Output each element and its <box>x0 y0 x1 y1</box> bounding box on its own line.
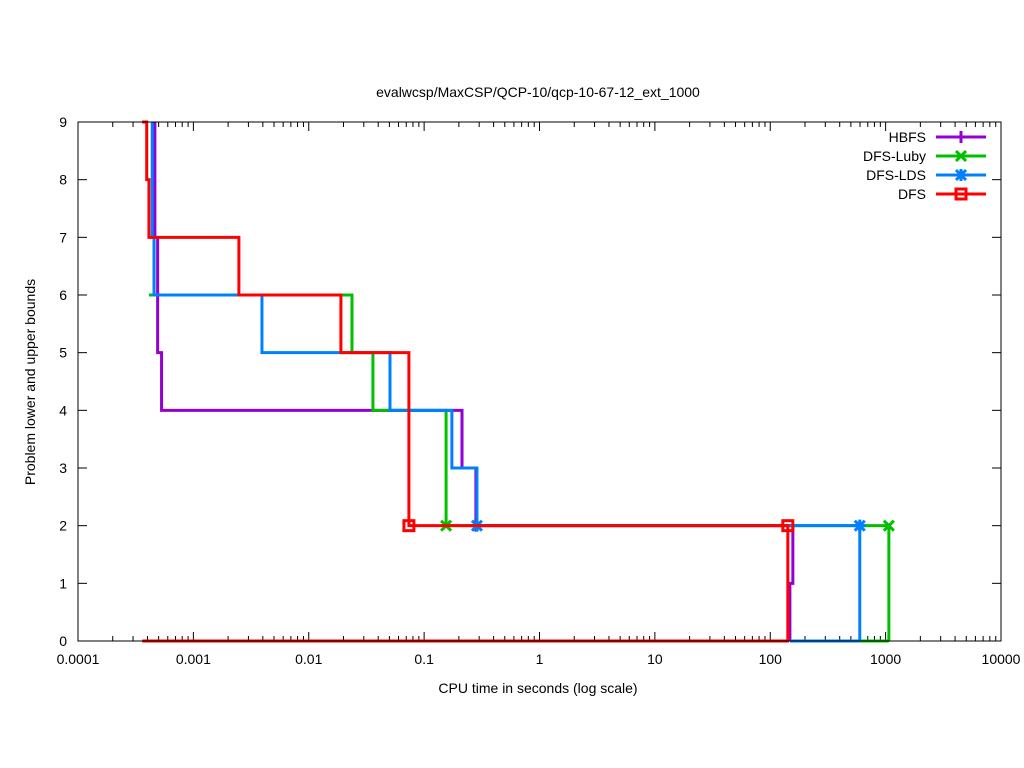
data-point-marker <box>781 519 795 533</box>
y-tick-label: 2 <box>59 518 67 534</box>
y-tick-label: 1 <box>59 575 67 591</box>
x-axis-label: CPU time in seconds (log scale) <box>438 680 637 696</box>
legend-label: DFS <box>898 186 926 202</box>
series-dfs <box>142 120 795 643</box>
series-upper-bound-line <box>142 120 790 641</box>
series-upper-bound-line <box>153 122 795 641</box>
axis-ticks: 0.0001 0.001 0.01 0.1 1 10 100 1000 10000 0 1 2 3 4 5 6… <box>57 114 1021 667</box>
y-axis-label: Problem lower and upper bounds <box>22 279 38 485</box>
series-upper-bound-line <box>150 122 862 641</box>
series-dfs-lds <box>150 122 866 643</box>
y-tick-label: 0 <box>59 633 67 649</box>
y-tick-label: 5 <box>59 345 67 361</box>
data-point-marker <box>402 519 416 533</box>
data-point-marker <box>882 519 895 532</box>
x-tick-label: 0.0001 <box>57 651 100 667</box>
plot-frame <box>77 121 1002 642</box>
y-tick-label: 4 <box>59 402 67 418</box>
chart-title: evalwcsp/MaxCSP/QCP-10/qcp-10-67-12_ext_… <box>376 84 700 100</box>
data-point-marker <box>955 131 967 143</box>
x-tick-label: 10 <box>647 651 663 667</box>
x-tick-label: 100 <box>759 651 783 667</box>
legend-label: DFS-LDS <box>866 167 926 183</box>
data-point-marker <box>954 187 968 201</box>
x-tick-label: 1000 <box>870 651 901 667</box>
x-tick-label: 0.1 <box>414 651 434 667</box>
y-tick-label: 7 <box>59 229 67 245</box>
data-point-marker <box>853 519 866 532</box>
y-tick-label: 8 <box>59 172 67 188</box>
data-point-marker <box>954 168 968 182</box>
y-tick-label: 9 <box>59 114 67 130</box>
x-tick-label: 0.01 <box>295 651 322 667</box>
legend-label: DFS-Luby <box>863 148 926 164</box>
legend-label: HBFS <box>889 129 926 145</box>
x-tick-label: 10000 <box>982 651 1021 667</box>
series-upper-bound-line <box>148 293 891 641</box>
x-tick-label: 0.001 <box>176 651 211 667</box>
series-hbfs <box>153 122 795 641</box>
x-tick-label: 1 <box>536 651 544 667</box>
data-point-marker <box>954 149 968 163</box>
y-tick-label: 6 <box>59 287 67 303</box>
y-tick-label: 3 <box>59 460 67 476</box>
legend: HBFS DFS-Luby DFS-LDS DFS <box>863 129 986 202</box>
series-layer <box>142 120 895 643</box>
